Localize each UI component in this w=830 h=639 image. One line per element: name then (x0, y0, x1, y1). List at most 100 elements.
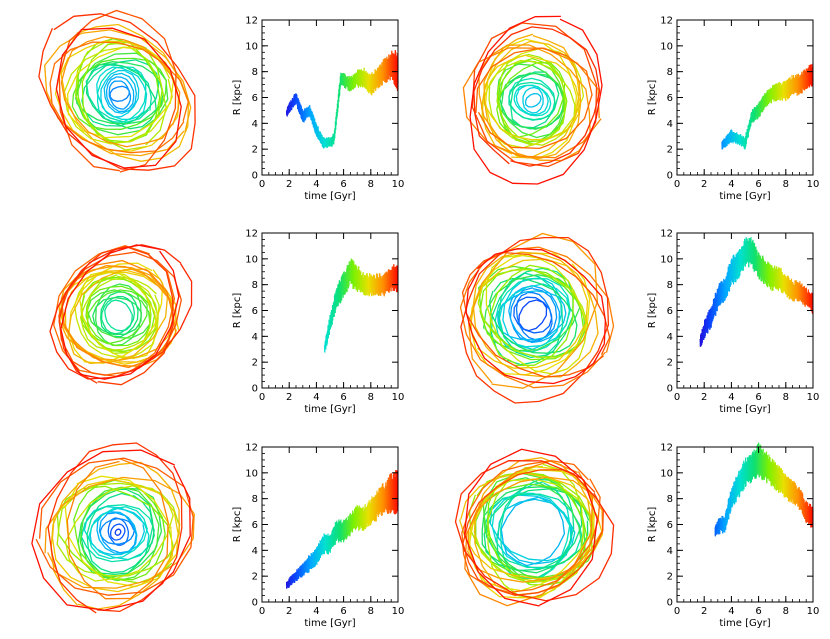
radius-4-x-tick-label: 2 (701, 392, 707, 403)
radius-1-x-tick-label: 6 (340, 179, 346, 190)
orbit-5-panel (31, 442, 195, 614)
radius-5-y-tick-label: 4 (252, 546, 258, 557)
orbit-5-loop (66, 458, 169, 600)
orbit-6-loop (464, 460, 594, 607)
radius-1-y-tick-label: 4 (252, 119, 258, 130)
radius-3-y-tick-label: 6 (252, 306, 258, 317)
orbit-5-loop (83, 505, 150, 561)
orbit-1-panel (38, 9, 196, 173)
orbit-1-loop (55, 27, 182, 169)
radius-5-x-axis-label: time [Gyr] (304, 618, 355, 629)
orbit-6-panel (454, 448, 615, 607)
radius-1-x-axis-label: time [Gyr] (304, 191, 355, 202)
orbit-1-loop (108, 80, 132, 110)
radius-6-y-tick-label: 2 (667, 572, 673, 583)
orbit-4-loop (497, 290, 567, 341)
radius-2-x-tick-label: 0 (674, 179, 680, 190)
radius-6-y-tick-label: 8 (667, 494, 673, 505)
orbit-3-loop (49, 244, 193, 380)
radius-6-x-tick-label: 6 (755, 606, 761, 617)
orbit-1-loop (71, 57, 167, 130)
radius-5-x-tick-label: 6 (340, 606, 346, 617)
radius-4-y-tick-label: 12 (660, 229, 673, 240)
orbit-5-loop (80, 504, 155, 563)
radius-1-y-axis-label: R [kpc] (232, 80, 243, 116)
orbit-6-loop (500, 496, 566, 567)
orbit-1-loop (81, 59, 160, 127)
radius-5-y-tick-label: 10 (245, 468, 258, 479)
radius-3-chart: 0 2 4 6 8 10 0 2 4 6 8 10 12 time [Gyr] R [kpc] (232, 229, 404, 416)
orbit-4-loop (460, 236, 610, 404)
orbit-5-loop (47, 442, 183, 614)
orbit-3-loop (79, 271, 158, 360)
radius-2-y-tick-label: 6 (667, 93, 673, 104)
orbit-4-loop (489, 277, 578, 354)
radius-6-x-axis-label: time [Gyr] (719, 618, 770, 629)
radius-6-x-tick-label: 4 (728, 606, 734, 617)
radius-6-y-tick-label: 10 (660, 468, 673, 479)
orbit-4-loop (494, 278, 571, 353)
orbit-3-panel (49, 244, 193, 386)
radius-5-y-tick-label: 0 (252, 598, 258, 609)
radius-6-y-tick-label: 4 (667, 546, 673, 557)
radius-6-x-tick-label: 8 (783, 606, 789, 617)
orbit-5-loop (114, 528, 122, 536)
orbit-4-loop (461, 251, 611, 378)
radius-6-x-tick-label: 10 (807, 606, 820, 617)
orbit-2-loop (488, 60, 576, 146)
radius-3-x-axis-label: time [Gyr] (304, 404, 355, 415)
radius-1-x-tick-label: 4 (313, 179, 319, 190)
radius-2-y-tick-label: 0 (667, 171, 673, 182)
radius-4-x-tick-label: 6 (755, 392, 761, 403)
orbit-6-loop (461, 459, 601, 594)
orbit-6-loop (500, 481, 571, 580)
radius-3-y-tick-label: 8 (252, 280, 258, 291)
radius-5-x-tick-label: 10 (392, 606, 405, 617)
orbit-4-panel (459, 232, 615, 404)
radius-5-y-tick-label: 2 (252, 572, 258, 583)
orbit-6-loop (462, 469, 604, 597)
radius-5-chart: 0 2 4 6 8 10 0 2 4 6 8 10 12 time [Gyr] R [kpc] (232, 443, 404, 630)
orbit-5-loop (56, 485, 174, 584)
radius-3-x-tick-label: 10 (392, 392, 405, 403)
radius-4-x-axis-label: time [Gyr] (719, 404, 770, 415)
radius-5-plot-frame (261, 446, 399, 603)
radius-1-y-tick-label: 12 (245, 16, 258, 27)
orbit-1-loop (109, 85, 130, 102)
radius-6-x-tick-label: 2 (701, 606, 707, 617)
radius-4-x-tick-label: 0 (674, 392, 680, 403)
radius-2-x-tick-label: 2 (701, 179, 707, 190)
radius-5-y-tick-label: 8 (252, 494, 258, 505)
orbit-3-loop (86, 289, 148, 345)
orbit-2-loop (513, 84, 552, 117)
radius-3-x-tick-label: 6 (340, 392, 346, 403)
radius-1-plot-frame (261, 19, 399, 176)
radius-3-plot-frame (261, 232, 399, 389)
radius-1-x-tick-label: 10 (392, 179, 405, 190)
radius-5-y-tick-label: 6 (252, 520, 258, 531)
radius-2-y-axis-label: R [kpc] (647, 80, 658, 116)
orbit-3-loop (95, 283, 142, 347)
orbit-4-loop (459, 246, 615, 389)
orbit-6-loop (481, 486, 590, 574)
orbit-4-loop (502, 276, 562, 350)
radius-5-x-tick-label: 4 (313, 606, 319, 617)
radius-1-y-tick-label: 0 (252, 171, 258, 182)
radius-4-y-tick-label: 8 (667, 280, 673, 291)
radius-1-x-tick-label: 0 (259, 179, 265, 190)
orbit-5-loop (107, 517, 130, 546)
radius-2-x-tick-label: 4 (728, 179, 734, 190)
radius-2-y-tick-label: 8 (667, 67, 673, 78)
radius-2-x-tick-label: 10 (807, 179, 820, 190)
orbit-2-loop (524, 92, 542, 108)
orbit-5-loop (79, 486, 160, 582)
radius-4-y-tick-label: 2 (667, 358, 673, 369)
radius-5-x-tick-label: 2 (286, 606, 292, 617)
orbit-3-loop (58, 246, 174, 386)
radius-2-chart: 0 2 4 6 8 10 0 2 4 6 8 10 12 time [Gyr] R [kpc] (647, 16, 819, 203)
radius-3-x-tick-label: 0 (259, 392, 265, 403)
radius-6-y-axis-label: R [kpc] (647, 507, 658, 543)
orbit-3-loop (79, 277, 160, 351)
orbit-2-loop (498, 57, 568, 146)
